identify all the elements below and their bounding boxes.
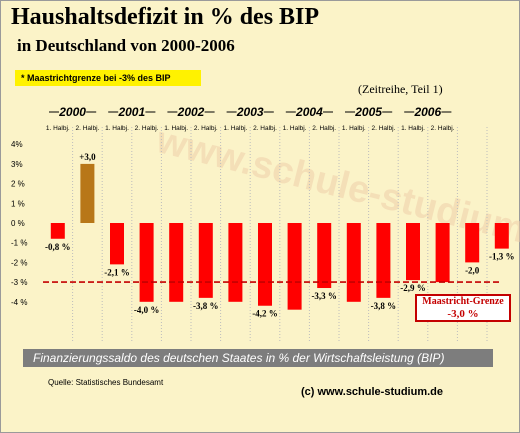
chart-subtitle: in Deutschland von 2000-2006 — [17, 36, 235, 55]
series-note: (Zeitreihe, Teil 1) — [358, 82, 443, 96]
y-tick-label: -3 % — [11, 278, 27, 287]
half-year-label: 2. Halbj. — [253, 125, 277, 132]
maastricht-limit-label: Maastricht-Grenze — [422, 296, 504, 307]
bar — [287, 223, 302, 310]
bar — [376, 223, 391, 298]
bar-value-label: -2,0 — [465, 265, 480, 275]
bar-value-label: -4,0 % — [134, 305, 160, 315]
bar — [494, 223, 509, 249]
y-tick-label: 2 % — [11, 180, 25, 189]
half-year-label: 2. Halbj. — [135, 125, 159, 132]
year-label: 2004 — [295, 105, 323, 119]
copyright-text: (c) www.schule-studium.de — [301, 386, 443, 398]
half-year-label: 2. Halbj. — [194, 125, 218, 132]
bar-value-label: -2,9 % — [400, 283, 426, 293]
chart-caption: Finanzierungssaldo des deutschen Staates… — [23, 349, 493, 367]
bar — [169, 223, 184, 302]
chart-title: Haushaltsdefizit in % des BIP — [11, 4, 320, 30]
bar-value-label: -3,8 % — [193, 301, 219, 311]
year-label: 2002 — [177, 105, 205, 119]
y-tick-label: 0 % — [11, 219, 25, 228]
year-label: 2003 — [236, 105, 264, 119]
maastricht-note: * Maastrichtgrenze bei -3% des BIP — [15, 70, 201, 86]
year-label: 2001 — [117, 105, 145, 119]
half-year-label: 1. Halbj. — [105, 125, 129, 132]
bar-value-label: +3,0 — [79, 152, 96, 162]
half-year-label: 1. Halbj. — [223, 125, 247, 132]
half-year-label: 2. Halbj. — [312, 125, 336, 132]
bar — [228, 223, 243, 302]
half-year-label: 1. Halbj. — [283, 125, 307, 132]
bar-value-label: -2,1 % — [104, 267, 130, 277]
y-tick-label: 3% — [11, 160, 23, 169]
half-year-label: 2. Halbj. — [371, 125, 395, 132]
bar-value-label: -0,8 % — [45, 242, 71, 252]
bar — [110, 223, 124, 265]
bar — [465, 223, 480, 263]
bar — [406, 223, 420, 281]
bar — [198, 223, 213, 298]
maastricht-limit-value: -3,0 % — [447, 308, 479, 320]
bar — [258, 223, 272, 306]
source-text: Quelle: Statistisches Bundesamt — [48, 378, 164, 387]
bar — [435, 223, 450, 283]
half-year-label: 2. Halbj. — [75, 125, 99, 132]
y-tick-label: -4 % — [11, 298, 27, 307]
bar — [346, 223, 361, 302]
year-label: 2006 — [413, 105, 441, 119]
half-year-label: 1. Halbj. — [46, 125, 70, 132]
bar-value-label: -1,3 % — [489, 252, 515, 262]
bar — [50, 223, 65, 239]
half-year-label: 1. Halbj. — [164, 125, 188, 132]
bar — [317, 223, 332, 289]
y-tick-label: -1 % — [11, 239, 27, 248]
bar-value-label: -3,8 % — [371, 301, 397, 311]
half-year-label: 1. Halbj. — [342, 125, 366, 132]
bar — [139, 223, 154, 302]
bar — [80, 163, 95, 223]
y-tick-label: 4% — [11, 140, 23, 149]
bar-value-label: -3,3 % — [311, 291, 337, 301]
y-tick-label: 1 % — [11, 199, 25, 208]
maastricht-limit-box: Maastricht-Grenze -3,0 % — [415, 294, 511, 322]
year-label: 2005 — [354, 105, 382, 119]
year-label: 2000 — [58, 105, 86, 119]
half-year-label: 2. Halbj. — [431, 125, 455, 132]
y-tick-label: -2 % — [11, 258, 27, 267]
bar-value-label: -4,2 % — [252, 309, 278, 319]
half-year-label: 1. Halbj. — [401, 125, 425, 132]
